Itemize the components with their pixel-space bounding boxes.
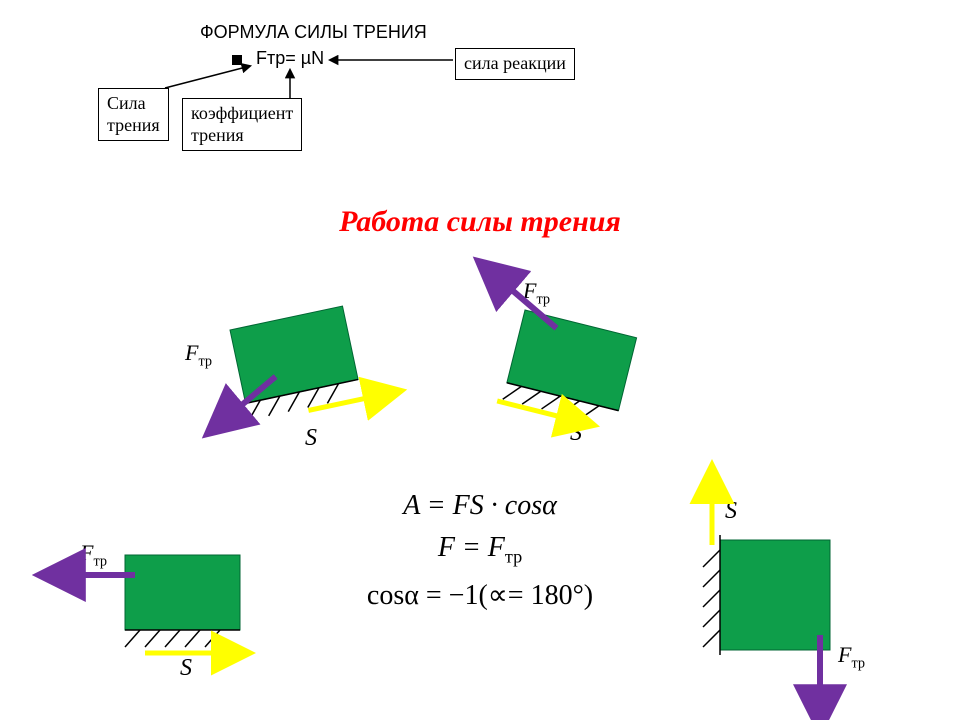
label-s-2: S (570, 420, 582, 447)
eq1-post: α (542, 490, 557, 521)
box-reaction: сила реакции (455, 48, 575, 80)
eq-line2: F = Fтр (0, 532, 960, 568)
label-ftr-2: Fтр (523, 278, 550, 308)
formula-line: Fтр= µN (232, 48, 324, 69)
label-ftr-3: Fтр (80, 540, 107, 570)
eq2-main: F = F (438, 532, 505, 563)
box-coefficient: коэффициент трения (182, 98, 302, 151)
formula-title: ФОРМУЛА СИЛЫ ТРЕНИЯ (200, 22, 427, 43)
equations-block: A = FS · cosα F = Fтр cosα = −1(∝= 180°) (0, 490, 960, 612)
eq1-pre: A = FS · cos (403, 490, 542, 521)
eq2-sub: тр (505, 547, 522, 567)
bullet-icon (232, 55, 242, 65)
label-s-4: S (725, 498, 737, 525)
main-title: Работа силы трения (0, 205, 960, 239)
eq-line3: cosα = −1(∝= 180°) (0, 578, 960, 612)
eq-line1: A = FS · cosα (0, 490, 960, 522)
formula-text: Fтр= µN (256, 48, 324, 68)
block-1 (218, 304, 372, 425)
label-s-3: S (180, 655, 192, 682)
label-ftr-4: Fтр (838, 642, 865, 672)
label-s-1: S (305, 425, 317, 452)
box-friction-force: Сила трения (98, 88, 169, 141)
block-2 (478, 285, 642, 430)
label-ftr-1: Fтр (185, 340, 212, 370)
